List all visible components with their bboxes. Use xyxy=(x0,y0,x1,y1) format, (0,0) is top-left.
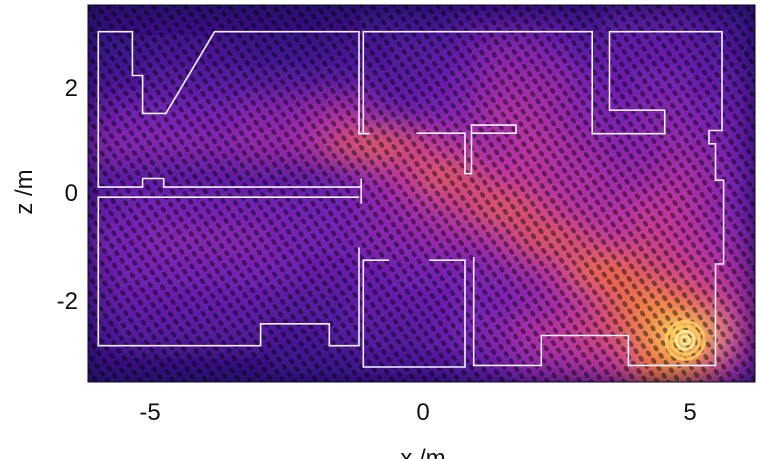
x-tick-label: 5 xyxy=(683,399,696,426)
source-ring xyxy=(664,319,706,361)
wall xyxy=(97,196,360,347)
x-axis-label: x /m xyxy=(400,445,445,459)
source-ring xyxy=(674,329,696,351)
y-axis-label: z /m xyxy=(11,169,38,214)
wall xyxy=(97,30,370,188)
y-tick-label: 0 xyxy=(65,180,78,207)
y-tick-label: -2 xyxy=(57,288,78,315)
source-rings xyxy=(664,319,706,361)
source-ring xyxy=(679,334,691,346)
wall xyxy=(416,124,517,175)
plot-area xyxy=(88,5,755,382)
wall xyxy=(362,259,466,368)
x-tick-label: -5 xyxy=(139,399,160,426)
source-ring xyxy=(669,324,701,356)
y-tick-label: 2 xyxy=(65,75,78,102)
wave-texture xyxy=(88,5,755,382)
plot-frame xyxy=(87,4,756,383)
x-tick-label: 0 xyxy=(416,399,429,426)
wall xyxy=(362,30,725,367)
floorplan-walls xyxy=(97,30,725,368)
